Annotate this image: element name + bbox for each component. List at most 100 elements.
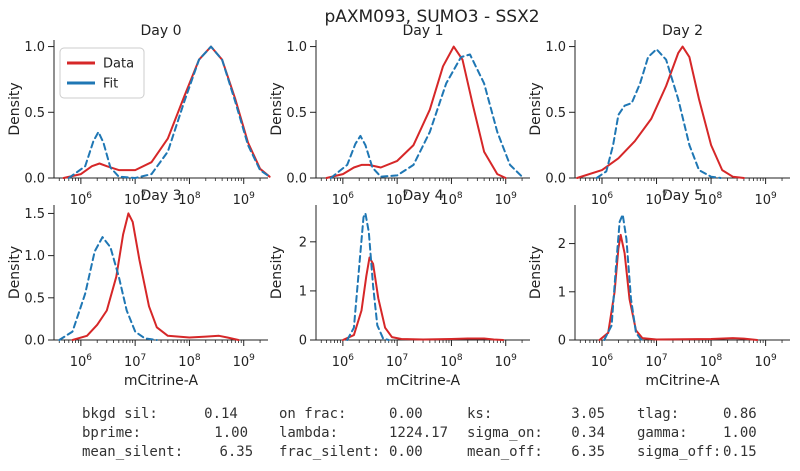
y-axis-label: Density <box>7 246 23 299</box>
x-tick-label: 106 <box>332 353 355 370</box>
panel-title: Day 4 <box>402 188 443 204</box>
series-fit <box>58 236 158 341</box>
stat-label: bprime: <box>82 425 142 441</box>
y-tick-label: 1.0 <box>286 40 307 55</box>
x-tick-label: 107 <box>645 191 667 208</box>
y-axis-label: Density <box>528 82 544 135</box>
x-axis-label: mCitrine-A <box>124 373 199 389</box>
y-axis-label: Density <box>269 82 285 135</box>
y-tick-label: 1.0 <box>24 249 45 264</box>
series-fit <box>329 53 524 179</box>
x-tick-label: 109 <box>495 191 518 208</box>
y-tick-label: 1.0 <box>545 40 566 55</box>
x-tick-label: 107 <box>386 353 408 370</box>
stat-value: 0.34 <box>571 425 605 441</box>
stat-value: 0.86 <box>723 406 757 422</box>
x-tick-label: 106 <box>332 191 355 208</box>
x-tick-label: 106 <box>591 191 614 208</box>
legend-label-data: Data <box>103 57 134 72</box>
x-tick-label: 107 <box>386 191 408 208</box>
y-tick-label: 1.0 <box>24 40 45 55</box>
stat-label: mean_silent: <box>82 444 184 460</box>
stat-value: 0.00 <box>389 444 423 460</box>
series-fit <box>595 48 722 179</box>
panel-day-2: 106 107 108 109 0.0 0.5 1.0 Density Day 2 <box>528 23 790 208</box>
y-tick-label: 0.0 <box>286 172 307 187</box>
stat-label: bkgd sil: <box>82 406 158 422</box>
x-tick-label: 108 <box>178 353 201 370</box>
stat-label: frac_silent: <box>279 444 381 460</box>
y-tick-label: 2 <box>299 235 307 250</box>
stat-value: 6.35 <box>571 444 605 460</box>
stat-value: 1224.17 <box>389 425 449 441</box>
x-tick-label: 109 <box>754 353 777 370</box>
panel-title: Day 3 <box>140 188 181 204</box>
stat-value: 1.00 <box>214 425 249 441</box>
stat-label: lambda: <box>279 425 339 441</box>
y-tick-label: 2 <box>558 237 566 252</box>
y-tick-label: 0.0 <box>24 334 45 349</box>
series-data <box>71 212 240 341</box>
stat-value: 1.00 <box>723 425 757 441</box>
panel-title: Day 5 <box>662 188 703 204</box>
stat-label: tlag: <box>637 406 680 422</box>
y-tick-label: 0.0 <box>545 172 566 187</box>
panel-day-0: 106 107 108 109 0.0 0.5 1.0 Density Day 0 Data Fit <box>7 23 271 208</box>
y-axis-label: Density <box>528 246 544 299</box>
x-axis-label: mCitrine-A <box>645 373 720 389</box>
y-tick-label: 0.0 <box>24 172 45 187</box>
stat-label: on frac: <box>279 406 347 422</box>
x-tick-label: 108 <box>178 191 201 208</box>
x-tick-label: 109 <box>233 191 256 208</box>
x-tick-label: 108 <box>440 353 463 370</box>
y-axis-label: Density <box>269 246 285 299</box>
panel-day-3: 106 107 108 109 0.0 0.5 1.0 1.5 Density mCitrine-… <box>7 188 268 389</box>
y-axis-label: Density <box>7 82 23 135</box>
series-data <box>325 45 507 179</box>
x-tick-label: 108 <box>700 191 723 208</box>
series-data <box>598 233 759 341</box>
series-fit <box>67 45 271 179</box>
fit-parameters: bkgd sil: 0.14 on frac: 0.00 ks: 3.05 tlag:… <box>82 405 782 462</box>
x-axis-label: mCitrine-A <box>386 373 461 389</box>
y-tick-label: 0 <box>299 334 307 349</box>
x-tick-label: 107 <box>645 353 667 370</box>
panel-title: Day 0 <box>140 23 181 39</box>
stat-label: sigma_on: <box>467 425 543 441</box>
stat-label: mean_off: <box>467 444 543 460</box>
series-fit <box>346 212 390 341</box>
x-tick-label: 106 <box>70 353 93 370</box>
series-data <box>341 256 505 341</box>
stat-value: 0.00 <box>389 406 423 422</box>
panel-day-4: 106 107 108 109 0 1 2 Density mCitrine-A Day 4 <box>269 188 530 389</box>
x-tick-label: 107 <box>124 191 146 208</box>
series-fit <box>603 213 646 341</box>
y-tick-label: 1 <box>299 284 307 299</box>
stat-label: sigma_off: <box>637 444 722 460</box>
stat-value: 3.05 <box>571 406 605 422</box>
panel-title: Day 2 <box>662 23 703 39</box>
legend-label-fit: Fit <box>103 77 118 92</box>
stats-row: bprime: 1.00 lambda: 1224.17 sigma_on: 0.34… <box>82 424 782 443</box>
x-tick-label: 106 <box>591 353 614 370</box>
y-tick-label: 0 <box>558 334 566 349</box>
stat-label: gamma: <box>637 425 688 441</box>
y-tick-label: 0.5 <box>24 106 45 121</box>
panel-title: Day 1 <box>402 23 443 39</box>
x-tick-label: 107 <box>124 353 146 370</box>
x-tick-label: 108 <box>440 191 463 208</box>
x-tick-label: 106 <box>70 191 93 208</box>
stats-row: mean_silent: 6.35 frac_silent: 0.00 mean_o… <box>82 443 782 462</box>
series-data <box>576 45 745 179</box>
stat-value: 6.35 <box>219 444 254 460</box>
legend-frame <box>59 47 145 99</box>
y-tick-label: 1.5 <box>24 207 45 222</box>
legend: Data Fit <box>59 47 145 99</box>
stat-value: 0.15 <box>723 444 757 460</box>
figure-title: pAXM093, SUMO3 - SSX2 <box>324 7 539 27</box>
y-tick-label: 0.5 <box>545 106 566 121</box>
stat-value: 0.14 <box>204 406 238 422</box>
panel-day-1: 106 107 108 109 0.0 0.5 1.0 Density Day 1 <box>269 23 530 208</box>
